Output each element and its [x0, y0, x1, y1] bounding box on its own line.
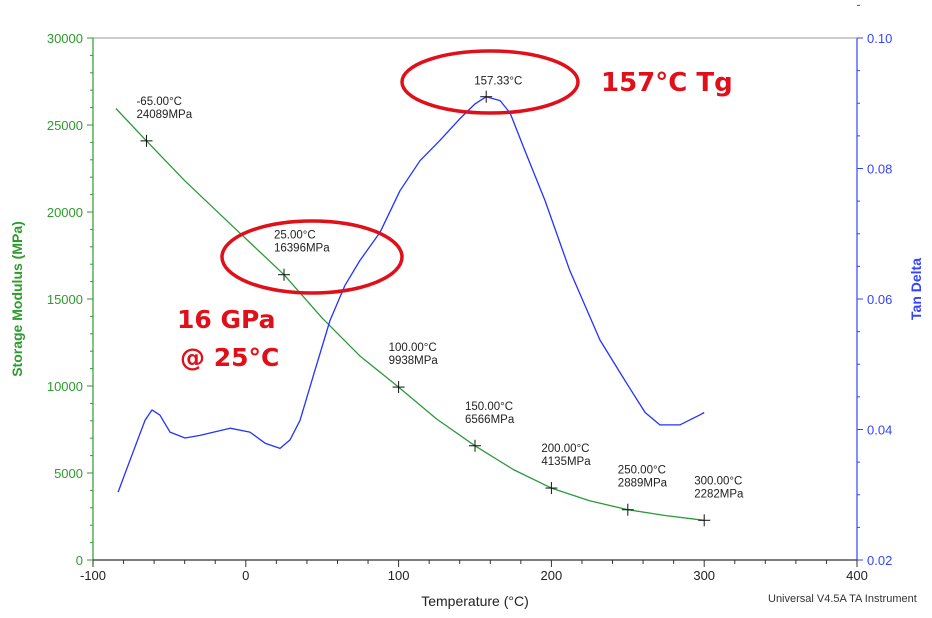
footer-text: Universal V4.5A TA Instrument: [768, 593, 917, 605]
tg-callout: 157°C Tg: [601, 68, 733, 98]
x-tick-label: 0: [242, 568, 249, 583]
annotation-value: 6566MPa: [465, 414, 515, 426]
x-tick-label: 300: [693, 568, 715, 583]
y-left-tick-label: 25000: [47, 118, 83, 133]
annotation-value: 2282MPa: [694, 488, 744, 500]
x-tick-label: 200: [541, 568, 563, 583]
annotation-value: 2889MPa: [618, 478, 668, 490]
annotation-value: 16396MPa: [274, 243, 330, 255]
y-right-tick-label: 0.10: [867, 31, 892, 46]
y-right-axis-label: Tan Delta: [908, 258, 924, 320]
y-left-tick-label: 5000: [54, 466, 83, 481]
modulus-callout-line1: 16 GPa: [177, 305, 276, 334]
annotation-temp: 150.00°C: [465, 401, 513, 413]
y-right-tick-label: 0.04: [867, 423, 892, 438]
annotation-temp: 250.00°C: [618, 465, 666, 477]
annotation-temp: 157.33°C: [474, 76, 522, 88]
annotation-temp: 25.00°C: [274, 230, 316, 242]
y-left-tick-label: 10000: [47, 379, 83, 394]
annotation-temp: 200.00°C: [541, 443, 589, 455]
y-left-tick-label: 0: [76, 553, 83, 568]
modulus-callout-line2: @ 25°C: [180, 343, 279, 372]
y-left-tick-label: 20000: [47, 205, 83, 220]
x-tick-label: 100: [388, 568, 410, 583]
annotation-value: 24089MPa: [136, 109, 192, 121]
y-right-tick-label: 0.08: [867, 162, 892, 177]
tg-highlight-ellipse: [400, 49, 580, 115]
y-left-axis-label: Storage Modulus (MPa): [9, 221, 25, 377]
annotation-temp: -65.00°C: [136, 96, 182, 108]
storage-modulus-line: [115, 108, 705, 521]
x-tick-label: -100: [80, 568, 106, 583]
y-right-tick-label: 0.06: [867, 292, 892, 307]
modulus-highlight-ellipse: [220, 219, 404, 295]
annotation-value: 9938MPa: [389, 355, 439, 367]
x-axis-label: Temperature (°C): [421, 593, 529, 609]
x-tick-label: 400: [846, 568, 868, 583]
annotation-temp: 300.00°C: [694, 475, 742, 487]
y-right-tick-label: 0.02: [867, 553, 892, 568]
tan-delta-line: [117, 96, 705, 493]
y-left-tick-label: 15000: [47, 292, 83, 307]
annotation-value: 4135MPa: [541, 456, 591, 468]
annotation-temp: 100.00°C: [389, 342, 437, 354]
y-left-tick-label: 30000: [47, 31, 83, 46]
